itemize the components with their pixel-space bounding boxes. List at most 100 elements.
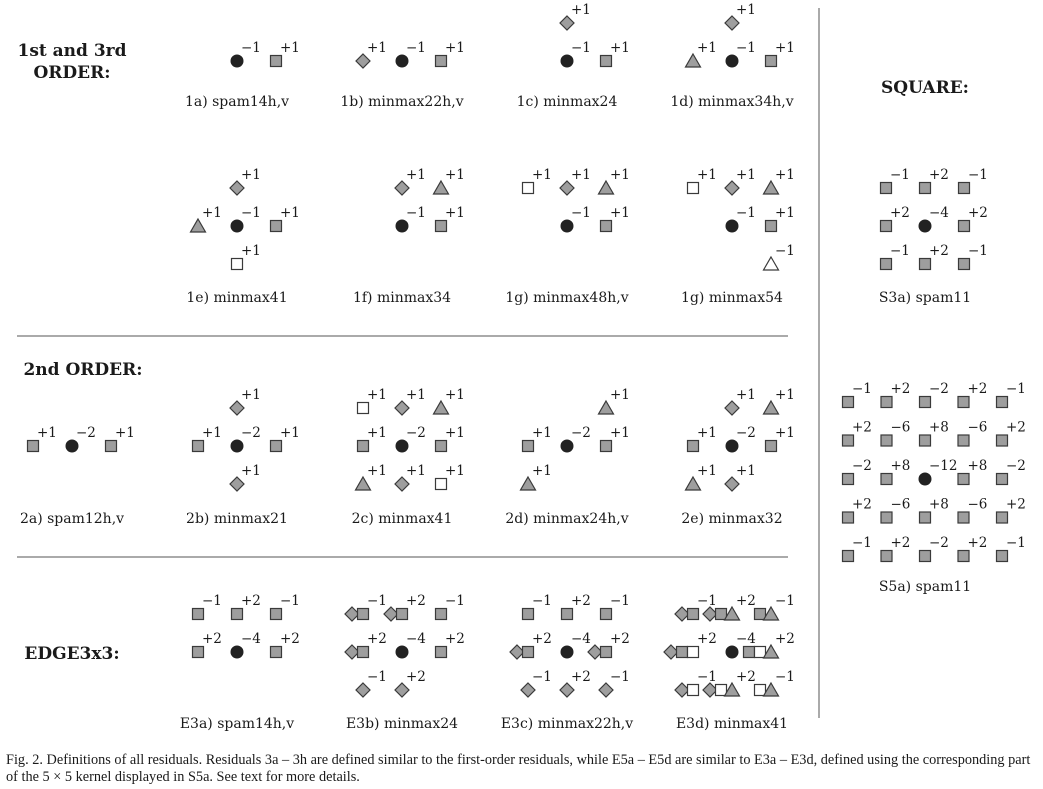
panel-label-2b: 2b) minmax21 [186,511,288,527]
coefficient-label: +1 [367,463,387,479]
open-triangle-icon [762,255,780,271]
coefficient-label: +1 [241,387,261,403]
circle-dot-icon [395,54,409,68]
figure-caption: Fig. 2. Definitions of all residuals. Re… [6,752,1042,786]
coefficient-label: +1 [406,387,426,403]
panel-label-2e: 2e) minmax32 [681,511,782,527]
diamond-icon [587,644,603,660]
diamond-icon [559,180,575,196]
panel-label-1g-second: 1g) minmax54 [681,290,783,306]
diamond-icon [724,400,740,416]
square-icon [230,607,244,621]
open-square-icon [686,181,700,195]
diamond-icon [702,606,718,622]
caption-text: Definitions of all residuals. Residuals … [6,752,1031,785]
coefficient-label: +2 [1006,420,1026,436]
diamond-icon [344,644,360,660]
diamond-icon [229,400,245,416]
coefficient-label: −1 [736,205,756,221]
diamond-icon [355,682,371,698]
circle-dot-icon [560,439,574,453]
coefficient-label: +1 [697,40,717,56]
diamond-icon [559,15,575,31]
coefficient-label: −1 [571,205,591,221]
coefficient-label: −4 [929,205,949,221]
circle-dot-icon [230,439,244,453]
coefficient-label: +2 [890,205,910,221]
triangle-icon [762,681,780,697]
triangle-icon [723,681,741,697]
coefficient-label: +1 [697,463,717,479]
coefficient-label: +2 [929,167,949,183]
coefficient-label: −1 [697,593,717,609]
coefficient-label: +1 [736,463,756,479]
coefficient-label: −1 [202,593,222,609]
square-icon [957,257,971,271]
coefficient-label: +1 [241,243,261,259]
circle-dot-icon [395,219,409,233]
square-icon [918,395,932,409]
panel-label-s5a: S5a) spam11 [879,579,971,595]
circle-dot-icon [395,645,409,659]
coefficient-label: −1 [367,593,387,609]
coefficient-label: −1 [1006,535,1026,551]
square-icon [356,645,370,659]
coefficient-label: +1 [115,425,135,441]
coefficient-label: −1 [697,669,717,685]
coefficient-label: −1 [775,593,795,609]
coefficient-label: −2 [736,425,756,441]
square-icon [434,54,448,68]
coefficient-label: +2 [968,381,988,397]
square-icon [957,395,970,409]
coefficient-label: +1 [37,425,57,441]
diamond-icon [520,682,536,698]
panel-label-1d: 1d) minmax34h,v [670,94,793,110]
coefficient-label: −1 [532,593,552,609]
triangle-icon [684,475,702,491]
panel-label-1g-first: 1g) minmax48h,v [505,290,628,306]
circle-dot-icon [230,54,244,68]
panel-label-e3c: E3c) minmax22h,v [501,716,633,732]
triangle-icon [684,52,702,68]
panel-label-1a: 1a) spam14h,v [185,94,289,110]
coefficient-label: +2 [571,593,591,609]
panel-label-e3b: E3b) minmax24 [346,716,458,732]
triangle-icon [762,605,780,621]
panel-label-1c: 1c) minmax24 [517,94,618,110]
panel-label-1e: 1e) minmax41 [186,290,287,306]
coefficient-label: −6 [891,497,911,513]
coefficient-label: +2 [532,631,552,647]
coefficient-label: +2 [968,535,988,551]
square-icon [191,439,205,453]
coefficient-label: −1 [241,205,261,221]
triangle-icon [432,179,450,195]
square-icon [880,549,893,563]
coefficient-label: −2 [571,425,591,441]
diamond-icon [394,476,410,492]
square-icon [599,607,613,621]
coefficient-label: −1 [890,167,910,183]
coefficient-label: +1 [571,2,591,18]
coefficient-label: −1 [968,167,988,183]
triangle-icon [762,399,780,415]
square-icon [995,511,1009,524]
diamond-icon [344,606,360,622]
circle-dot-icon [725,219,739,233]
square-icon [599,645,613,659]
square-icon [191,645,205,659]
section-label-square: SQUARE: [881,78,969,98]
coefficient-label: −2 [76,425,96,441]
coefficient-label: +1 [775,167,795,183]
square-icon [880,434,893,447]
triangle-icon [189,217,207,233]
coefficient-label: −2 [406,425,426,441]
section-label-second-order: 2nd ORDER: [23,360,142,380]
coefficient-label: +1 [736,167,756,183]
coefficient-label: +2 [610,631,630,647]
circle-dot-icon [918,472,932,486]
square-icon [841,511,855,524]
coefficient-label: −6 [968,497,988,513]
square-icon [764,219,778,233]
diamond-icon [229,476,245,492]
coefficient-label: +2 [367,631,387,647]
